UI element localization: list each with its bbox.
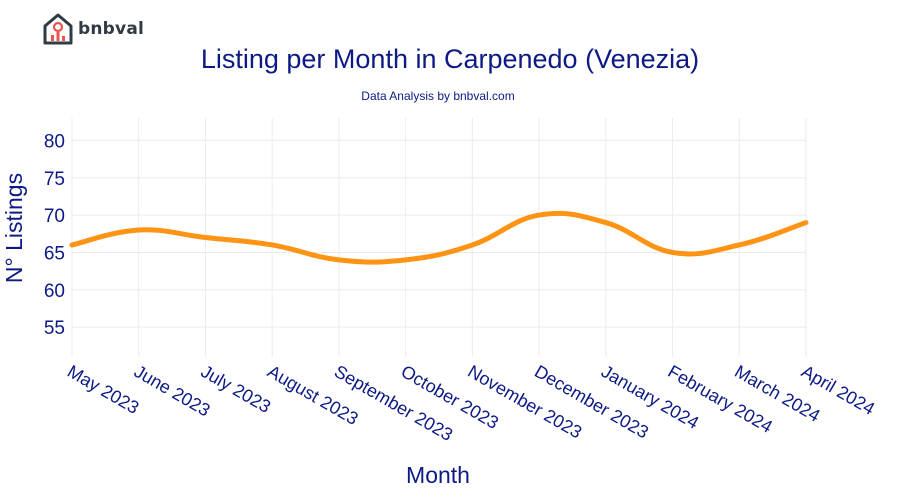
brand-logo: bnbval <box>42 12 144 46</box>
y-axis-label: N° Listings <box>1 173 27 283</box>
x-tick-label: November 2023 <box>464 361 585 442</box>
x-tick-label: June 2023 <box>131 361 214 420</box>
y-tick-label: 65 <box>44 243 65 264</box>
x-tick-label: September 2023 <box>331 361 456 445</box>
brand-name: bnbval <box>78 19 145 39</box>
x-axis-label: Month <box>406 462 470 488</box>
house-chart-icon <box>43 13 73 45</box>
chart-subtitle: Data Analysis by bnbval.com <box>361 89 515 103</box>
y-tick-label: 80 <box>44 131 65 152</box>
y-tick-label: 75 <box>44 169 65 190</box>
x-tick-label: December 2023 <box>531 361 652 442</box>
series-line <box>69 210 809 265</box>
y-tick-label: 60 <box>44 281 65 302</box>
y-tick-label: 70 <box>44 206 65 227</box>
y-tick-label: 55 <box>44 318 65 339</box>
chart-title: Listing per Month in Carpenedo (Venezia) <box>200 44 700 74</box>
x-tick-label: May 2023 <box>64 361 142 418</box>
